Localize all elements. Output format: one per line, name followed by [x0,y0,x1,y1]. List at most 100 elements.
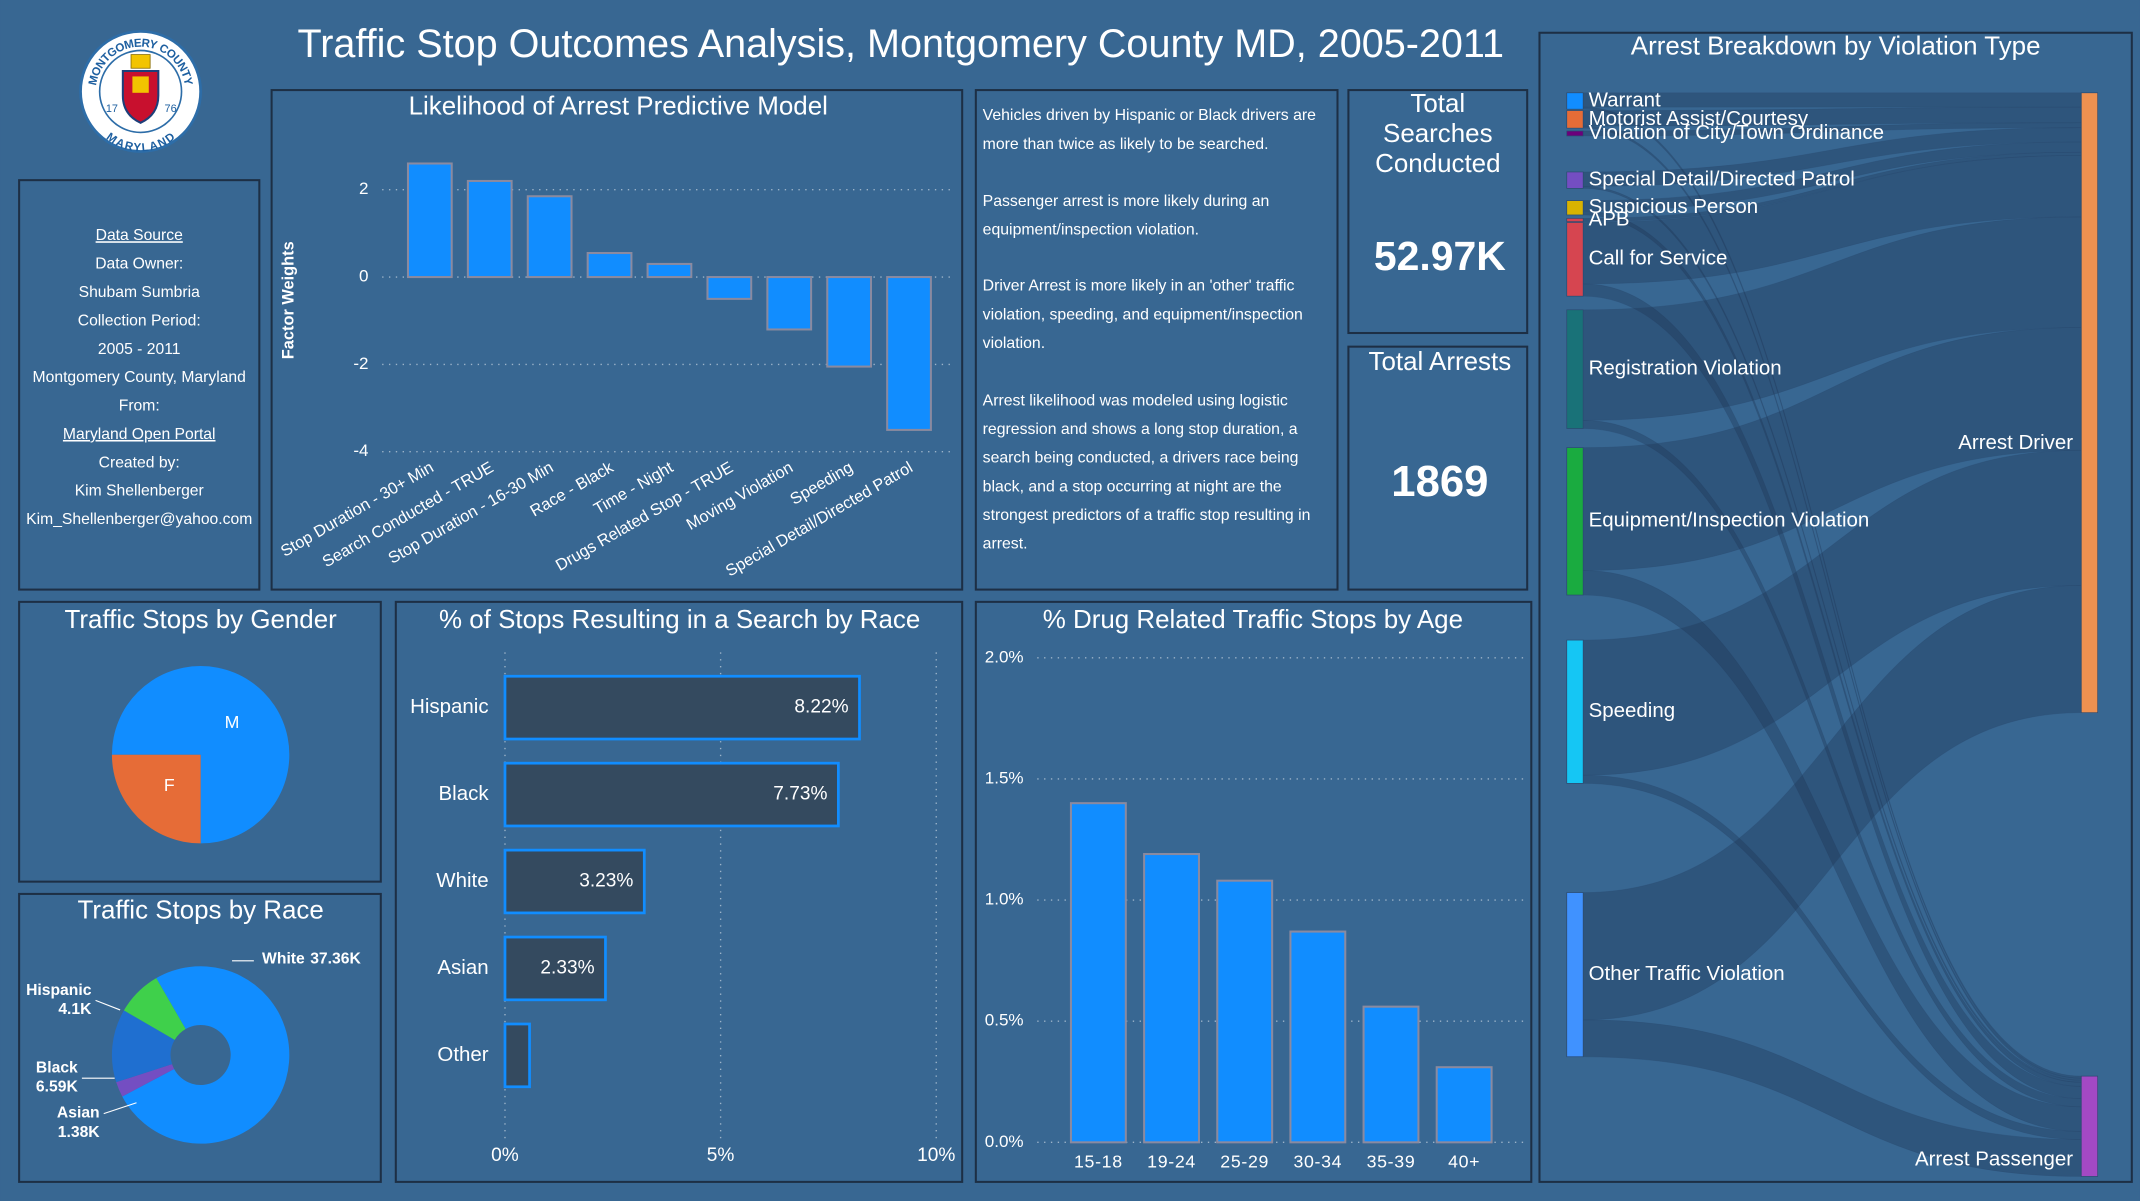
node-label: Suspicious Person [1589,195,1759,218]
value-label: 4.1K [58,1001,92,1018]
panel [974,89,1339,591]
sankey-node [1566,171,1584,189]
bar [503,1022,531,1089]
panel [974,600,1533,1183]
category-name: Black [36,1060,78,1077]
node-label: Call for Service [1589,247,1728,270]
chart-title: Traffic Stops by Gender [64,606,337,634]
source-line: Data Owner: [95,256,183,273]
x-tick-label: 30-34 [1293,1151,1342,1171]
value-label: 37.36K [310,951,361,968]
page-title: Traffic Stop Outcomes Analysis, Montgome… [298,22,1504,66]
logo-left: 17 [106,103,118,115]
bar [766,276,813,331]
insights: Vehicles driven by Hispanic or Black dri… [982,106,1316,553]
sankey-node [1566,309,1584,429]
x-tick-label: 10% [917,1145,955,1166]
bar [826,276,873,368]
logo: MONTGOMERY COUNTY MARYLAND 17 76 [79,30,203,154]
bar [1435,1066,1493,1144]
panel [394,600,964,1183]
bar [503,935,607,1002]
logo-right: 76 [165,103,177,115]
y-tick-label: -4 [353,441,368,460]
x-tick-label: 0% [491,1145,519,1166]
category-label: Black [439,782,490,805]
y-tick-label: 0 [359,267,368,286]
node-label: Special Detail/Directed Patrol [1589,168,1855,191]
y-tick-label: 0.5% [985,1011,1024,1030]
sankey-node [1566,892,1584,1058]
node-label: Motorist Assist/Courtesy [1589,107,1809,130]
y-tick-label: 1.0% [985,890,1024,909]
insight: Arrest likelihood was modeled using logi… [982,391,1311,553]
bar [1289,930,1347,1144]
chart-title: Arrest Breakdown by Violation Type [1631,33,2041,61]
bar [1069,802,1127,1144]
insight: Passenger arrest is more likely during a… [982,192,1270,239]
insight: Driver Arrest is more likely in an 'othe… [982,277,1303,353]
node-label: Other Traffic Violation [1589,962,1785,985]
data-label: Asian 1.38K [57,1105,100,1141]
source-line: Shubam Sumbria [79,284,200,301]
bar [503,674,861,741]
logo-shield [121,69,160,124]
value-label: 6.59K [36,1079,79,1096]
leader-line [103,1102,137,1115]
bar [1143,853,1200,1144]
sankey-node [1566,110,1584,129]
data-label: Black 6.59K [36,1060,79,1096]
category-label: Asian [437,956,488,979]
node-label: Registration Violation [1589,357,1782,380]
kpi-label: Total Searches Conducted [1375,90,1501,179]
kpi-label-box: Total Searches Conducted [1375,90,1501,179]
bar [586,252,633,279]
sankey-node [1566,222,1584,297]
source-line: From: [119,398,160,415]
y-axis-label: Factor Weights [280,241,298,359]
slice-label: F [164,775,175,795]
data-source: Data Source Data Owner: Shubam Sumbria Coll… [26,227,252,528]
sankey-node [1566,200,1584,216]
bar [503,848,646,915]
logo-crest [132,76,149,93]
slice [116,1064,175,1097]
bar [886,276,932,431]
value-label: 1.38K [58,1124,101,1141]
slice [122,966,290,1144]
sankey-node [1566,218,1584,222]
bar [706,276,753,300]
bar [526,195,573,279]
data-label: 3.23% [579,871,633,892]
panel [1538,31,2133,1183]
x-tick-label: 15-18 [1074,1151,1123,1171]
bar [466,179,513,279]
category-label: White [436,869,488,892]
sankey-node [1566,130,1584,137]
source-line: Maryland Open Portal [63,426,216,443]
source-line: Kim_Shellenberger@yahoo.com [26,511,252,528]
panel [18,892,382,1183]
x-tick-label: 19-24 [1147,1151,1196,1171]
sankey-node [1566,92,1584,110]
data-label: 7.73% [773,784,827,805]
data-label: White 37.36K [262,951,361,968]
bar [1362,1005,1420,1144]
category-name: White [262,951,305,968]
kpi-value: 1869 [1391,457,1488,506]
x-tick-label: 35-39 [1367,1151,1416,1171]
chart-title: % Drug Related Traffic Stops by Age [1043,606,1463,634]
y-tick-label: 1.5% [985,768,1024,787]
sankey-node [1566,447,1584,596]
data-label: 8.22% [794,697,848,718]
sankey-node [1566,639,1584,784]
kpi-label: Total Arrests [1369,348,1512,376]
source-line: Created by: [99,454,180,471]
slice [123,978,186,1040]
node-label: Warrant [1589,88,1661,111]
source-line: 2005 - 2011 [98,341,181,358]
bar [646,262,693,279]
bar [406,162,453,279]
